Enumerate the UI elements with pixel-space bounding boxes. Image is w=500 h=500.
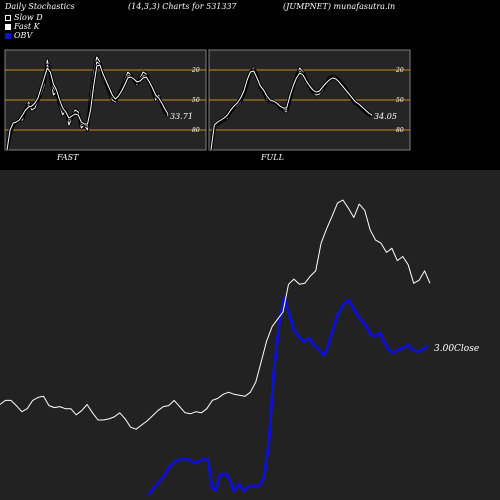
obv-line xyxy=(146,296,429,496)
chart-title-mid: (14,3,3) Charts for 531337 xyxy=(128,2,237,11)
lower-chart-background xyxy=(0,170,500,500)
legend-label-fast-k: Fast K xyxy=(14,22,40,31)
legend-item-obv: OBV xyxy=(5,31,32,40)
fast-last-value-label: 33.71 xyxy=(170,112,193,121)
fast-tick-label-20: 80 xyxy=(192,127,200,134)
legend-swatch-obv xyxy=(5,32,11,39)
close-line xyxy=(0,199,431,430)
chart-title-right: (JUMPNET) munafasutra.in xyxy=(283,2,396,11)
legend-swatch-fast-k xyxy=(5,23,11,30)
close-last-value-label: 3.00Close xyxy=(434,344,479,354)
chart-title-left: Daily Stochastics xyxy=(5,2,75,11)
fast-series-2-line xyxy=(6,64,169,151)
legend-item-slow-d: Slow D xyxy=(5,13,43,22)
full-tick-label-20: 80 xyxy=(396,127,404,134)
full-tick-label-50: 50 xyxy=(396,97,404,104)
legend-label-slow-d: Slow D xyxy=(14,13,43,22)
full-last-value-label: 34.05 xyxy=(374,112,397,121)
full-tick-label-80: 20 xyxy=(395,67,404,74)
full-series-2-line xyxy=(210,70,373,151)
legend-item-fast-k: Fast K xyxy=(5,22,40,31)
panel-title-fast: FAST xyxy=(57,153,79,162)
fast-tick-label-50: 50 xyxy=(192,97,200,104)
legend-swatch-slow-d xyxy=(5,14,11,21)
legend-label-obv: OBV xyxy=(14,31,33,40)
fast-tick-label-80: 20 xyxy=(191,67,200,74)
fast-series-0-line xyxy=(6,56,169,151)
panel-title-full: FULL xyxy=(261,153,284,162)
